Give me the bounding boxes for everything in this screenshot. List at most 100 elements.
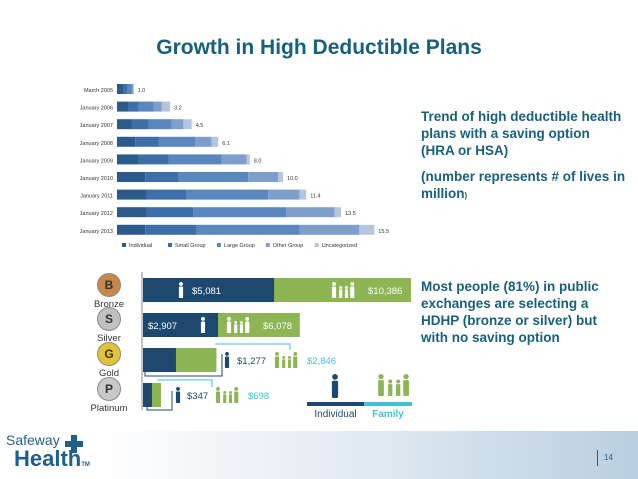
growth-bar-segment xyxy=(126,84,132,94)
growth-legend-swatch xyxy=(265,243,270,247)
year-label: January 2011 xyxy=(80,194,113,200)
tier-gold-label: Gold xyxy=(98,368,120,379)
legend-family-bar xyxy=(364,402,412,406)
family-child-icon xyxy=(339,286,343,298)
individual-person-icon xyxy=(178,282,184,298)
family-adult-icon xyxy=(378,374,384,396)
tier-silver: S Silver xyxy=(79,307,139,344)
growth-bar-segment xyxy=(145,172,179,182)
growth-bar-segment xyxy=(178,172,249,182)
family-adult-icon xyxy=(350,282,355,298)
tier-platinum: P Platinum xyxy=(79,377,139,414)
growth-bar-segment xyxy=(138,154,169,165)
individual-deductible-bar xyxy=(143,348,176,372)
growth-bar-segment xyxy=(128,101,139,112)
growth-legend-label: Small Group xyxy=(175,243,206,249)
family-adult-icon xyxy=(215,387,221,403)
tier-silver-label: Silver xyxy=(97,333,121,344)
individual-person-icon xyxy=(175,387,181,403)
year-label: March 2005 xyxy=(84,88,113,94)
growth-bar-segment xyxy=(268,189,300,200)
growth-total-label: 3.2 xyxy=(174,106,182,112)
growth-bar-segment xyxy=(117,154,139,165)
growth-legend-label: Other Group xyxy=(273,243,304,249)
growth-bar-segment xyxy=(117,224,146,235)
units-note: (number represents # of lives in million… xyxy=(421,168,626,204)
growth-legend-label: Uncategorized xyxy=(322,243,357,249)
growth-bar-segment xyxy=(278,172,283,182)
growth-bar-segment xyxy=(334,207,342,218)
tier-gold: G Gold xyxy=(79,342,139,379)
growth-bar-segment xyxy=(117,136,136,147)
footer-band xyxy=(0,431,638,479)
growth-bar-segment xyxy=(186,189,269,200)
deductible-value-label: $5,081 xyxy=(192,286,221,297)
year-label: January 2012 xyxy=(80,211,113,217)
growth-legend-label: Individual xyxy=(129,243,152,249)
growth-bar-segment xyxy=(158,136,196,147)
deductible-value-label: $2,846 xyxy=(307,356,336,367)
logo-cross-icon xyxy=(65,435,83,453)
units-note-tail: ) xyxy=(464,191,468,200)
safeway-health-logo: Safeway HealthTM xyxy=(6,433,90,476)
growth-bar-segment xyxy=(131,119,149,130)
family-child-icon xyxy=(388,379,393,396)
growth-bar-segment xyxy=(148,119,172,130)
family-child-icon xyxy=(223,391,227,403)
growth-bar-segment xyxy=(299,224,360,235)
family-child-icon xyxy=(234,321,238,333)
slide-title: Growth in High Deductible Plans xyxy=(156,36,482,59)
legend-family-label: Family xyxy=(372,409,404,420)
growth-bar-segment xyxy=(117,189,147,200)
growth-bar-segment xyxy=(145,224,197,235)
growth-bar-segment xyxy=(135,136,159,147)
units-note-text: (number represents # of lives in million xyxy=(421,169,626,201)
year-label: January 2010 xyxy=(80,176,113,182)
growth-bar-segment xyxy=(117,207,147,218)
year-label: January 2007 xyxy=(80,123,113,129)
growth-bar-segment xyxy=(123,84,127,94)
year-label: January 2008 xyxy=(80,141,113,147)
growth-bar-segment xyxy=(131,84,134,94)
family-child-icon xyxy=(239,321,244,333)
growth-bar-segment xyxy=(299,189,307,200)
growth-bar-segment xyxy=(246,154,250,165)
growth-bar-segment xyxy=(195,136,212,147)
tier-bronze-label: Bronze xyxy=(93,299,125,310)
growth-bar-segment xyxy=(153,101,162,112)
growth-bar-segment xyxy=(193,207,287,218)
tier-platinum-badge: P xyxy=(97,377,121,401)
growth-bar-segment xyxy=(248,172,279,182)
tier-platinum-label: Platinum xyxy=(90,403,128,414)
growth-bar-segment xyxy=(168,154,222,165)
deductible-value-label: $1,277 xyxy=(237,356,266,367)
growth-legend-label: Large Group xyxy=(224,243,255,249)
individual-deductible-bar xyxy=(143,313,219,337)
year-label: January 2006 xyxy=(80,106,113,112)
family-child-icon xyxy=(396,379,401,396)
family-adult-icon xyxy=(234,387,239,403)
growth-bar-segment xyxy=(161,101,171,112)
trend-description: Trend of high deductible health plans wi… xyxy=(421,109,622,158)
growth-total-label: 15.5 xyxy=(378,229,389,235)
family-adult-icon xyxy=(293,352,298,368)
growth-bar-segment xyxy=(117,101,129,112)
family-adult-icon xyxy=(226,317,232,333)
platinum-family-connector xyxy=(157,379,213,387)
growth-bar-segment xyxy=(138,101,154,112)
logo-tm: TM xyxy=(81,462,90,468)
growth-total-label: 11.4 xyxy=(310,194,320,200)
growth-total-label: 13.5 xyxy=(345,211,356,217)
individual-person-icon xyxy=(200,317,206,333)
growth-total-label: 6.1 xyxy=(222,141,230,147)
growth-bar-segment xyxy=(171,119,184,130)
deductible-value-label: $10,386 xyxy=(368,286,402,297)
tier-silver-badge: S xyxy=(97,307,121,331)
family-adult-icon xyxy=(245,317,250,333)
growth-bar-segment xyxy=(196,224,300,235)
individual-deductible-bar xyxy=(143,278,275,302)
individual-person-icon xyxy=(224,352,230,368)
legend-individual-bar xyxy=(307,402,364,406)
deductible-value-label: $347 xyxy=(187,391,208,402)
